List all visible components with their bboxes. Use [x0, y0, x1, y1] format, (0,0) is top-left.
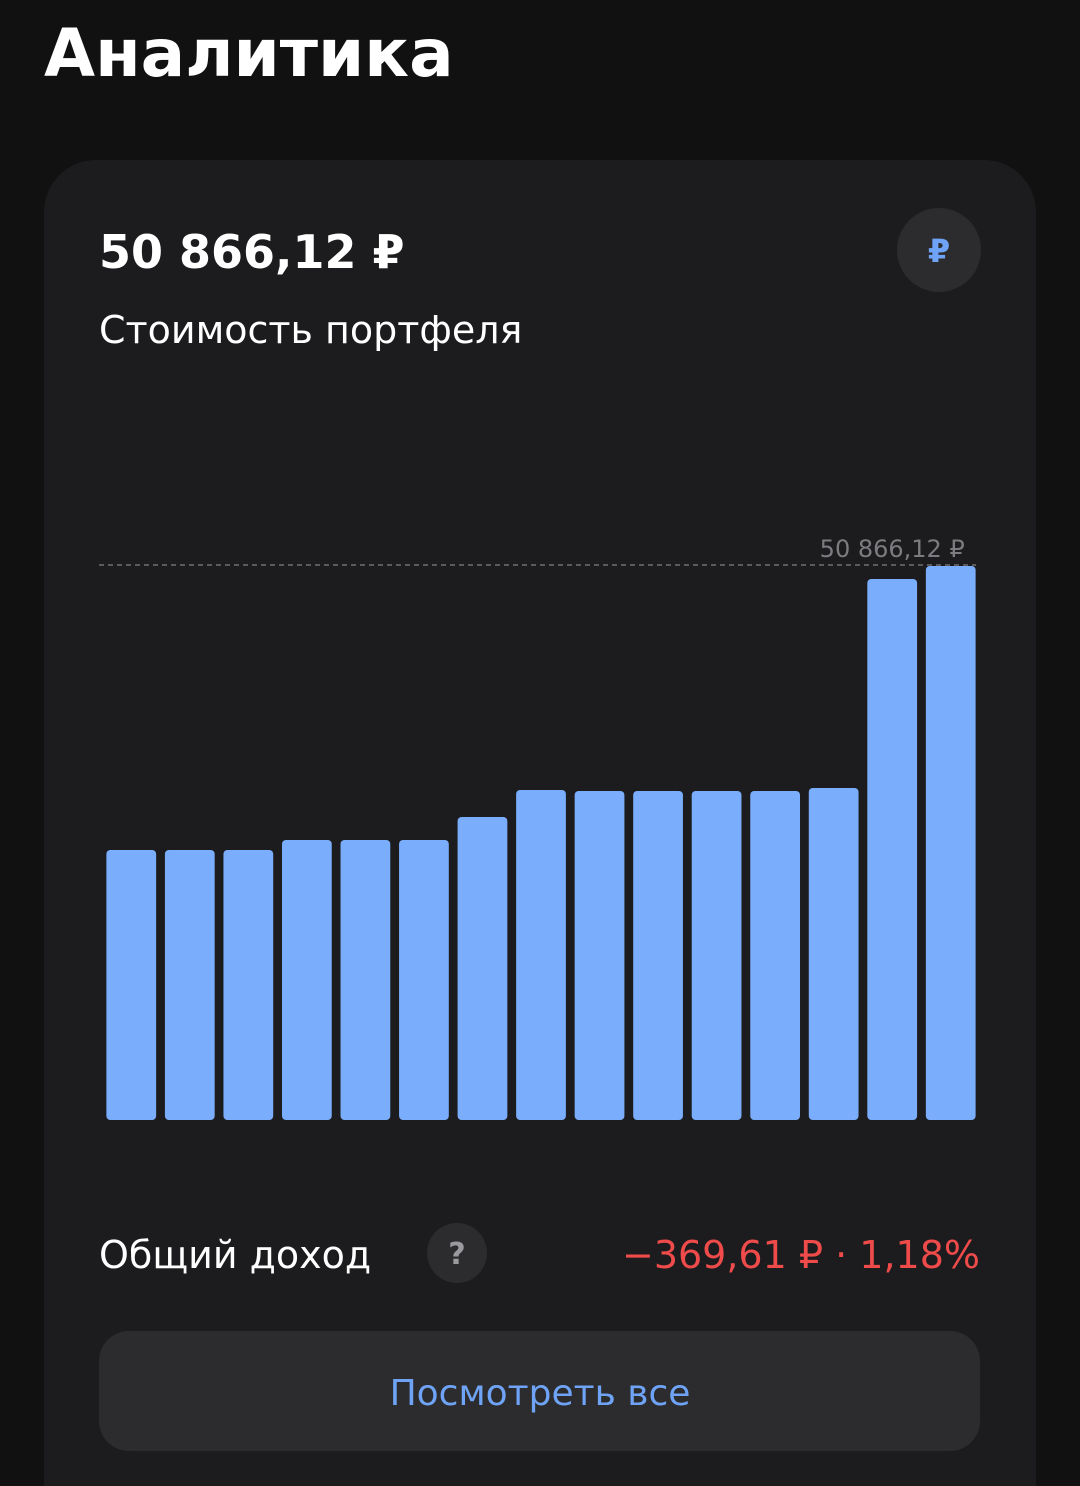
bar: [633, 791, 683, 1120]
currency-button-bg[interactable]: [897, 208, 981, 292]
income-value: −369,61 ₽ · 1,18%: [622, 1233, 980, 1277]
bar: [867, 579, 918, 1120]
help-button[interactable]: ?: [427, 1223, 487, 1283]
bar: [164, 850, 215, 1120]
currency-button-label[interactable]: ₽: [928, 232, 950, 270]
bar: [925, 566, 976, 1120]
bar: [808, 787, 859, 1120]
bar: [516, 790, 566, 1120]
bar: [340, 840, 391, 1120]
view-all-button[interactable]: Посмотреть все: [99, 1331, 980, 1451]
portfolio-amount: 50 866,12 ₽: [99, 225, 405, 279]
chart: 50 866,12 ₽: [99, 535, 976, 1120]
value-label: 50 866,12 ₽: [820, 535, 965, 563]
bar: [281, 840, 332, 1120]
bar: [691, 791, 742, 1120]
help-button-label[interactable]: ?: [448, 1237, 465, 1272]
portfolio-subtitle: Стоимость портфеля: [99, 308, 522, 352]
income-label: Общий доход: [99, 1233, 371, 1277]
view-all-button-bg[interactable]: [99, 1331, 980, 1451]
page-title: Аналитика: [44, 15, 454, 92]
bar: [399, 840, 449, 1120]
bar: [223, 850, 274, 1120]
bar: [750, 791, 801, 1120]
bar: [457, 817, 508, 1120]
view-all-button-label[interactable]: Посмотреть все: [390, 1373, 691, 1414]
bar: [574, 791, 625, 1120]
currency-button[interactable]: ₽: [897, 208, 981, 292]
help-button-bg[interactable]: [427, 1223, 487, 1283]
bar: [106, 850, 157, 1120]
